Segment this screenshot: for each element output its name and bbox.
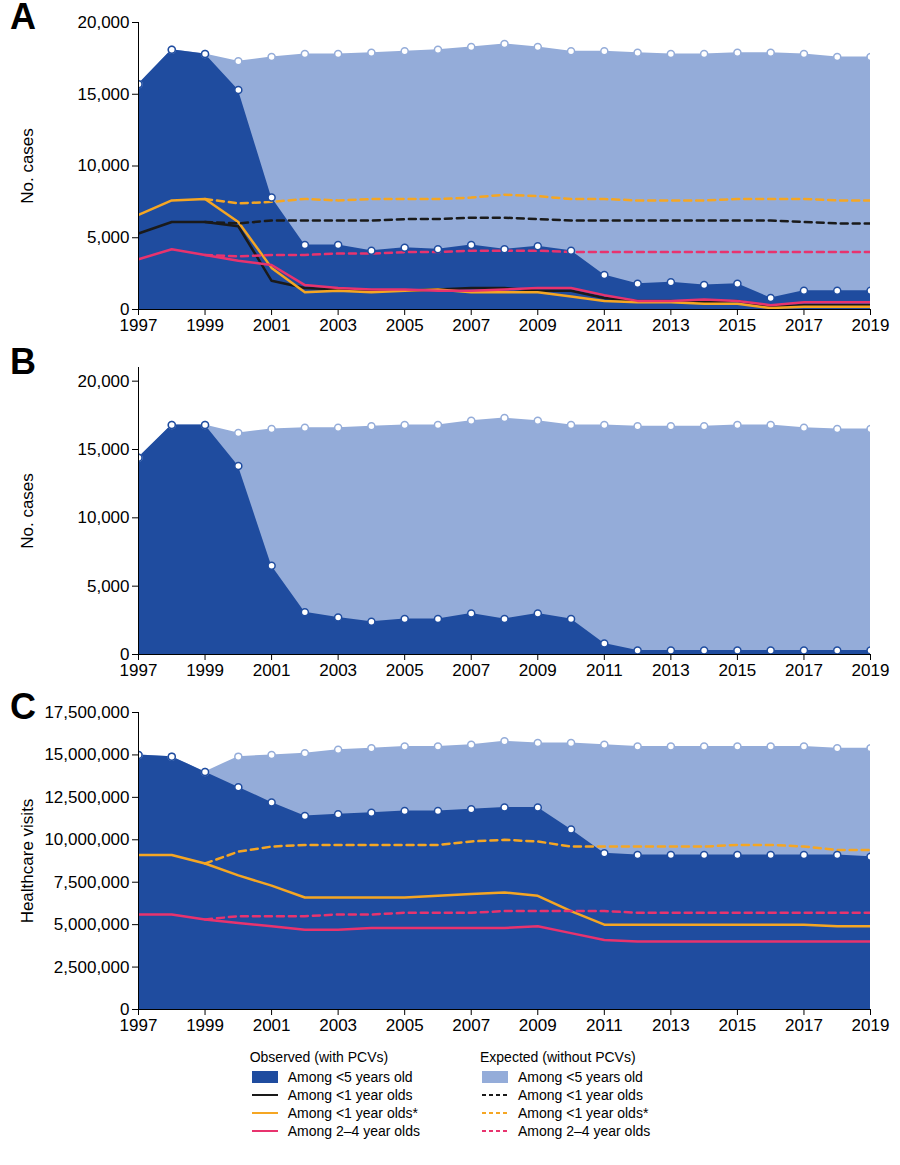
svg-text:1999: 1999: [186, 1016, 224, 1035]
svg-text:0: 0: [120, 299, 130, 319]
html-text:Among 2–4 year olds: Among 2–4 year olds: [287, 1123, 420, 1139]
svg-text:2011: 2011: [586, 1016, 623, 1035]
svg-text:1999: 1999: [186, 661, 224, 680]
svg-text:2011: 2011: [586, 316, 623, 335]
svg-text:15,000: 15,000: [78, 440, 130, 459]
svg-text:2017: 2017: [785, 316, 823, 335]
svg-text:10,000,000: 10,000,000: [44, 830, 129, 849]
svg-text:2011: 2011: [586, 661, 623, 680]
html-text:Among <1 year olds*: Among <1 year olds*: [518, 1105, 649, 1121]
svg-text:2003: 2003: [319, 661, 357, 680]
svg-text:2015: 2015: [718, 661, 756, 680]
svg-text:1997: 1997: [120, 661, 158, 680]
svg-text:2001: 2001: [253, 1016, 291, 1035]
svg-text:2003: 2003: [319, 1016, 357, 1035]
html-text:Among <1 year olds: Among <1 year olds: [287, 1087, 413, 1103]
svg-text:5,000: 5,000: [87, 228, 130, 247]
svg-text:5,000: 5,000: [87, 577, 130, 596]
svg-text:No. cases: No. cases: [18, 128, 37, 204]
svg-text:2019: 2019: [852, 316, 890, 335]
svg-text:2015: 2015: [718, 1016, 756, 1035]
svg-text:5,000,000: 5,000,000: [54, 915, 130, 934]
svg-text:1997: 1997: [120, 316, 158, 335]
svg-text:12,500,000: 12,500,000: [44, 788, 129, 807]
svg-text:0: 0: [120, 999, 130, 1019]
html-text:B: B: [10, 341, 36, 382]
svg-text:2017: 2017: [785, 1016, 823, 1035]
html-text:Among <1 year olds*: Among <1 year olds*: [287, 1105, 418, 1121]
svg-text:17,500,000: 17,500,000: [44, 703, 129, 722]
svg-text:20,000: 20,000: [78, 372, 130, 391]
html-text:Expected (without PCVs): Expected (without PCVs): [480, 1049, 636, 1065]
svg-text:2007: 2007: [452, 661, 490, 680]
svg-text:2013: 2013: [652, 316, 690, 335]
svg-text:2009: 2009: [519, 1016, 557, 1035]
svg-text:10,000: 10,000: [78, 508, 130, 527]
svg-text:2015: 2015: [718, 316, 756, 335]
svg-text:10,000: 10,000: [78, 156, 130, 175]
svg-text:15,000,000: 15,000,000: [44, 745, 129, 764]
svg-text:1999: 1999: [186, 316, 224, 335]
svg-text:2005: 2005: [386, 316, 424, 335]
svg-text:2003: 2003: [319, 316, 357, 335]
svg-text:2019: 2019: [852, 1016, 890, 1035]
svg-text:7,500,000: 7,500,000: [54, 873, 130, 892]
html-text:Among 2–4 year olds: Among 2–4 year olds: [518, 1123, 651, 1139]
svg-text:2007: 2007: [452, 1016, 490, 1035]
svg-text:2,500,000: 2,500,000: [54, 958, 130, 977]
svg-text:Healthcare visits: Healthcare visits: [18, 799, 37, 924]
svg-text:2017: 2017: [785, 661, 823, 680]
svg-text:2009: 2009: [519, 661, 557, 680]
html-text:Among <5 years old: Among <5 years old: [287, 1069, 413, 1085]
svg-text:No. cases: No. cases: [18, 473, 37, 549]
svg-text:2019: 2019: [852, 661, 890, 680]
svg-text:2007: 2007: [452, 316, 490, 335]
html-text:Among <1 year olds: Among <1 year olds: [518, 1087, 643, 1103]
svg-text:0: 0: [120, 644, 130, 664]
svg-text:2013: 2013: [652, 661, 690, 680]
svg-text:2013: 2013: [652, 1016, 690, 1035]
svg-text:2001: 2001: [253, 661, 291, 680]
svg-text:15,000: 15,000: [78, 85, 130, 104]
svg-text:2001: 2001: [253, 316, 291, 335]
html-text:Observed (with PCVs): Observed (with PCVs): [249, 1049, 389, 1065]
svg-text:1997: 1997: [120, 1016, 158, 1035]
html-text:C: C: [10, 686, 36, 727]
svg-text:2005: 2005: [386, 661, 424, 680]
svg-text:20,000: 20,000: [78, 13, 130, 32]
html-text:Among <5 years old: Among <5 years old: [518, 1069, 643, 1085]
svg-text:2009: 2009: [519, 316, 557, 335]
svg-text:2005: 2005: [386, 1016, 424, 1035]
